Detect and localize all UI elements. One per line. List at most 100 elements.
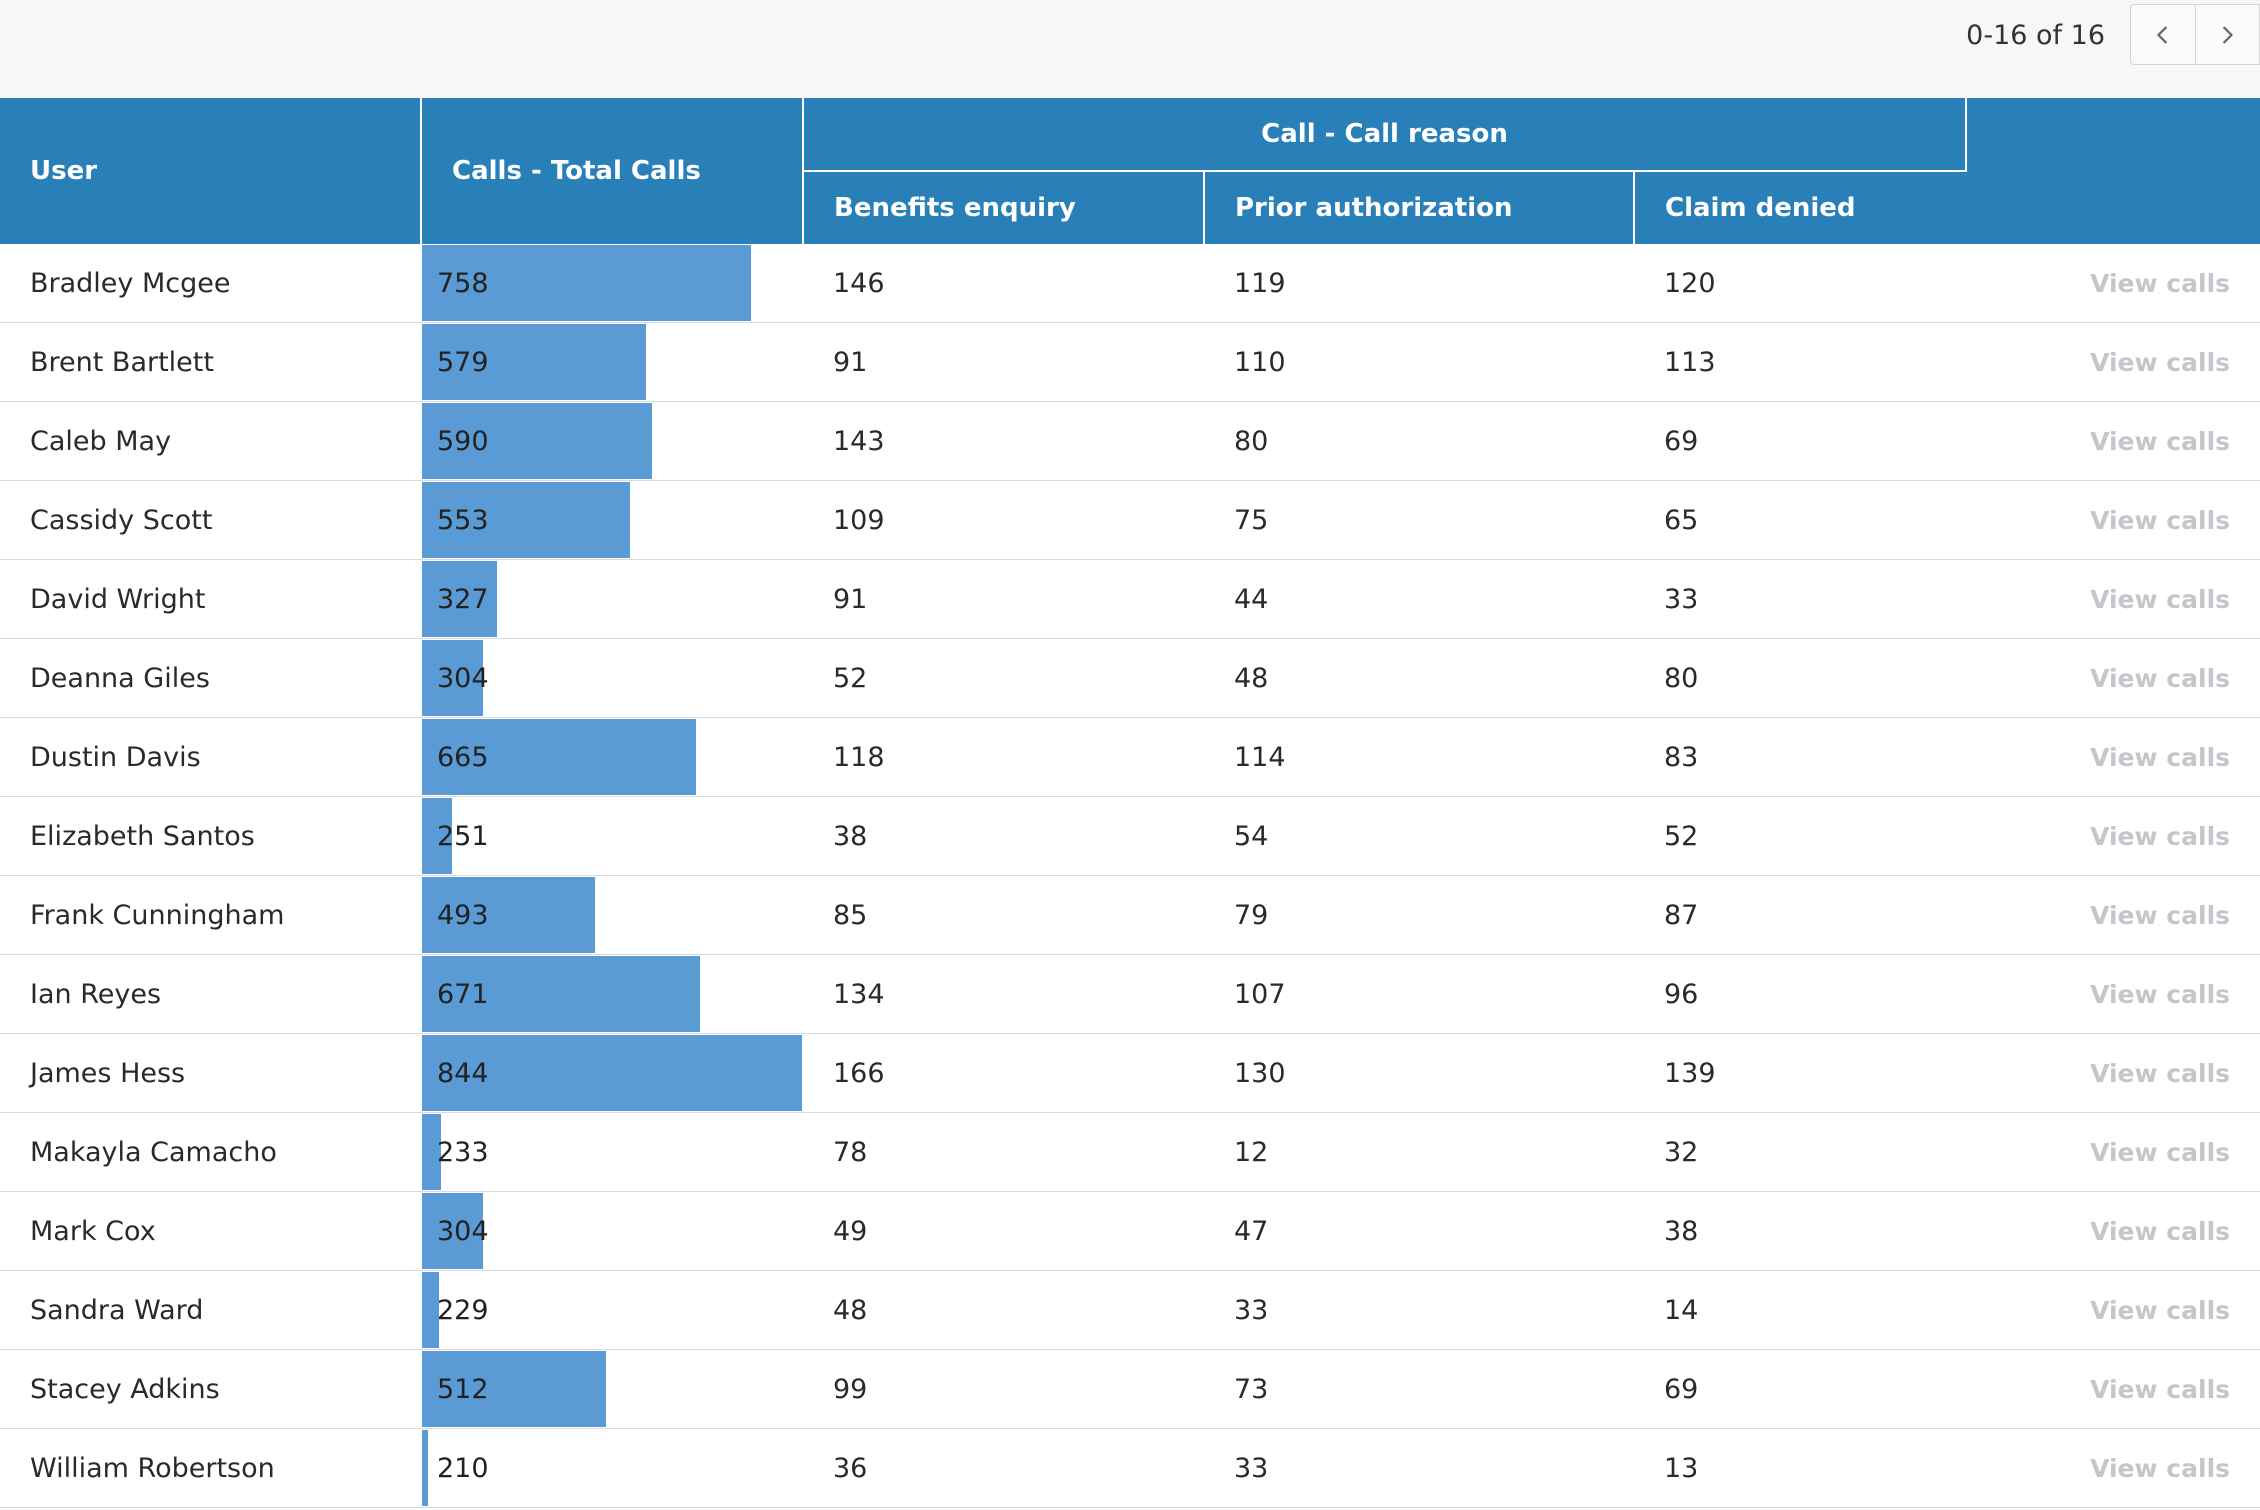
- total-calls-value: 210: [437, 1452, 489, 1484]
- total-calls-bar: [422, 719, 696, 795]
- benefits-enquiry-count[interactable]: 166: [803, 1033, 1204, 1113]
- user-name: Stacey Adkins: [0, 1349, 421, 1429]
- benefits-enquiry-count[interactable]: 52: [803, 638, 1204, 718]
- view-calls-link[interactable]: View calls: [2090, 979, 2231, 1009]
- benefits-enquiry-count[interactable]: 38: [803, 796, 1204, 876]
- next-page-button[interactable]: [2194, 5, 2260, 64]
- total-calls-bar: [422, 1114, 441, 1190]
- claim-denied-count[interactable]: 69: [1634, 401, 1967, 481]
- user-name: Brent Bartlett: [0, 322, 421, 402]
- view-calls-link[interactable]: View calls: [2090, 900, 2231, 930]
- view-calls-link[interactable]: View calls: [2090, 584, 2231, 614]
- view-calls-link[interactable]: View calls: [2090, 1295, 2231, 1325]
- column-header-claim-denied[interactable]: Claim denied: [1634, 170, 1967, 244]
- prior-authorization-count[interactable]: 12: [1204, 1112, 1634, 1192]
- view-calls-link[interactable]: View calls: [2090, 1137, 2231, 1167]
- total-calls-cell: 251: [421, 796, 803, 876]
- prev-page-button[interactable]: [2131, 5, 2195, 64]
- benefits-enquiry-count[interactable]: 36: [803, 1428, 1204, 1508]
- prior-authorization-count[interactable]: 48: [1204, 638, 1634, 718]
- claim-denied-count[interactable]: 87: [1634, 875, 1967, 955]
- column-header-benefits-enquiry[interactable]: Benefits enquiry: [803, 170, 1205, 244]
- benefits-enquiry-count[interactable]: 48: [803, 1270, 1204, 1350]
- prior-authorization-count[interactable]: 54: [1204, 796, 1634, 876]
- benefits-enquiry-count[interactable]: 99: [803, 1349, 1204, 1429]
- view-calls-link[interactable]: View calls: [2090, 1216, 2231, 1246]
- view-calls-cell: View calls: [1966, 1428, 2260, 1508]
- claim-denied-count[interactable]: 14: [1634, 1270, 1967, 1350]
- benefits-enquiry-count[interactable]: 146: [803, 244, 1204, 323]
- view-calls-link[interactable]: View calls: [2090, 742, 2231, 772]
- claim-denied-count[interactable]: 120: [1634, 244, 1967, 323]
- view-calls-link[interactable]: View calls: [2090, 1374, 2231, 1404]
- total-calls-value: 553: [437, 504, 489, 536]
- view-calls-link[interactable]: View calls: [2090, 821, 2231, 851]
- claim-denied-count[interactable]: 69: [1634, 1349, 1967, 1429]
- table-row: Makayla Camacho 233 78 12 32 View calls: [0, 1112, 2260, 1192]
- claim-denied-count[interactable]: 83: [1634, 717, 1967, 797]
- benefits-enquiry-count[interactable]: 118: [803, 717, 1204, 797]
- column-header-user[interactable]: User: [0, 98, 422, 244]
- table-row: Deanna Giles 304 52 48 80 View calls: [0, 638, 2260, 718]
- claim-denied-count[interactable]: 52: [1634, 796, 1967, 876]
- claim-denied-count[interactable]: 113: [1634, 322, 1967, 402]
- prior-authorization-count[interactable]: 80: [1204, 401, 1634, 481]
- claim-denied-count[interactable]: 32: [1634, 1112, 1967, 1192]
- total-calls-value: 579: [437, 346, 489, 378]
- user-name: Bradley Mcgee: [0, 244, 421, 323]
- view-calls-link[interactable]: View calls: [2090, 268, 2231, 298]
- claim-denied-count[interactable]: 38: [1634, 1191, 1967, 1271]
- total-calls-value: 512: [437, 1373, 489, 1405]
- column-header-total-calls[interactable]: Calls - Total Calls: [421, 98, 804, 244]
- prior-authorization-count[interactable]: 44: [1204, 559, 1634, 639]
- user-name: David Wright: [0, 559, 421, 639]
- column-header-prior-authorization[interactable]: Prior authorization: [1204, 170, 1635, 244]
- total-calls-bar: [422, 1430, 428, 1506]
- claim-denied-count[interactable]: 65: [1634, 480, 1967, 560]
- total-calls-bar: [422, 798, 452, 874]
- prior-authorization-count[interactable]: 73: [1204, 1349, 1634, 1429]
- table-row: David Wright 327 91 44 33 View calls: [0, 559, 2260, 639]
- prior-authorization-count[interactable]: 79: [1204, 875, 1634, 955]
- user-name: William Robertson: [0, 1428, 421, 1508]
- view-calls-link[interactable]: View calls: [2090, 505, 2231, 535]
- claim-denied-count[interactable]: 139: [1634, 1033, 1967, 1113]
- prior-authorization-count[interactable]: 33: [1204, 1428, 1634, 1508]
- user-name: Cassidy Scott: [0, 480, 421, 560]
- total-calls-cell: 590: [421, 401, 803, 481]
- total-calls-cell: 665: [421, 717, 803, 797]
- total-calls-cell: 493: [421, 875, 803, 955]
- benefits-enquiry-count[interactable]: 85: [803, 875, 1204, 955]
- benefits-enquiry-count[interactable]: 134: [803, 954, 1204, 1034]
- benefits-enquiry-count[interactable]: 91: [803, 559, 1204, 639]
- prior-authorization-count[interactable]: 119: [1204, 244, 1634, 323]
- benefits-enquiry-count[interactable]: 109: [803, 480, 1204, 560]
- claim-denied-count[interactable]: 13: [1634, 1428, 1967, 1508]
- total-calls-value: 327: [437, 583, 489, 615]
- total-calls-cell: 844: [421, 1033, 803, 1113]
- prior-authorization-count[interactable]: 75: [1204, 480, 1634, 560]
- view-calls-link[interactable]: View calls: [2090, 1058, 2231, 1088]
- claim-denied-count[interactable]: 96: [1634, 954, 1967, 1034]
- table-row: Frank Cunningham 493 85 79 87 View calls: [0, 875, 2260, 955]
- table-row: Ian Reyes 671 134 107 96 View calls: [0, 954, 2260, 1034]
- benefits-enquiry-count[interactable]: 91: [803, 322, 1204, 402]
- claim-denied-count[interactable]: 80: [1634, 638, 1967, 718]
- view-calls-link[interactable]: View calls: [2090, 426, 2231, 456]
- view-calls-link[interactable]: View calls: [2090, 1453, 2231, 1483]
- view-calls-link[interactable]: View calls: [2090, 347, 2231, 377]
- view-calls-link[interactable]: View calls: [2090, 663, 2231, 693]
- prior-authorization-count[interactable]: 107: [1204, 954, 1634, 1034]
- user-name: Ian Reyes: [0, 954, 421, 1034]
- benefits-enquiry-count[interactable]: 49: [803, 1191, 1204, 1271]
- prior-authorization-count[interactable]: 47: [1204, 1191, 1634, 1271]
- prior-authorization-count[interactable]: 114: [1204, 717, 1634, 797]
- total-calls-bar: [422, 877, 595, 953]
- claim-denied-count[interactable]: 33: [1634, 559, 1967, 639]
- benefits-enquiry-count[interactable]: 143: [803, 401, 1204, 481]
- prior-authorization-count[interactable]: 130: [1204, 1033, 1634, 1113]
- prior-authorization-count[interactable]: 110: [1204, 322, 1634, 402]
- prior-authorization-count[interactable]: 33: [1204, 1270, 1634, 1350]
- benefits-enquiry-count[interactable]: 78: [803, 1112, 1204, 1192]
- total-calls-value: 758: [437, 267, 489, 299]
